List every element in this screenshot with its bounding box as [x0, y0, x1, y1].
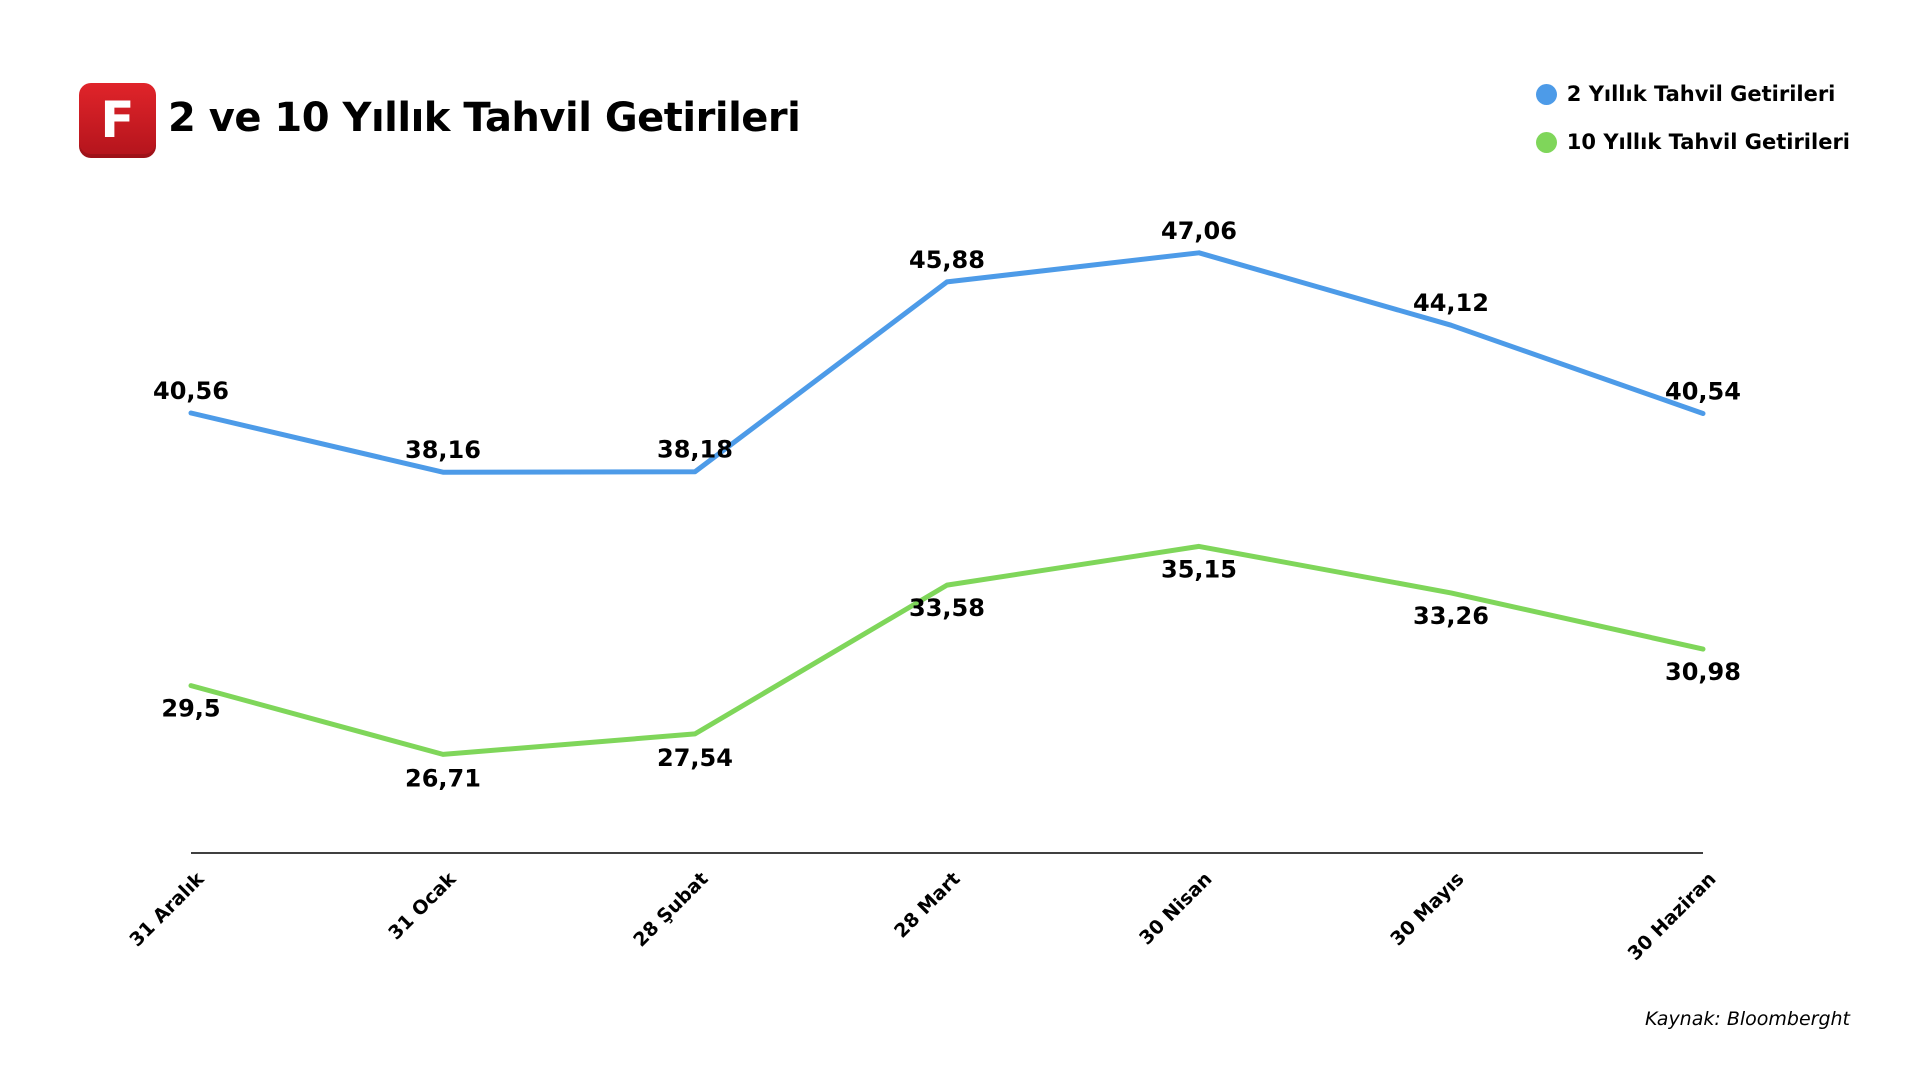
source-note: Kaynak: Bloomberght	[1645, 1008, 1850, 1030]
data-label-10y-4: 35,15	[1161, 555, 1237, 583]
legend-label-2y: 2 Yıllık Tahvil Getirileri	[1566, 82, 1836, 106]
x-tick-label-2: 28 Şubat	[629, 868, 712, 951]
x-tick-label-0: 31 Aralık	[125, 868, 208, 951]
data-label-2y-0: 40,56	[153, 377, 229, 405]
legend-label-10y: 10 Yıllık Tahvil Getirileri	[1566, 130, 1850, 154]
legend-item-10y: 10 Yıllık Tahvil Getirileri	[1535, 128, 1850, 156]
logo-letter: F	[100, 91, 135, 149]
data-label-10y-0: 29,5	[161, 695, 220, 723]
series-line-2y	[188, 250, 1706, 475]
data-label-2y-3: 45,88	[909, 246, 985, 274]
data-label-10y-3: 33,58	[909, 594, 985, 622]
x-tick-label-6: 30 Haziran	[1624, 868, 1721, 965]
x-tick-label-4: 30 Nisan	[1135, 868, 1216, 949]
chart-title: 2 ve 10 Yıllık Tahvil Getirileri	[168, 95, 801, 141]
data-label-2y-5: 44,12	[1413, 289, 1489, 317]
data-label-2y-1: 38,16	[405, 436, 481, 464]
brand-logo: F	[79, 83, 156, 158]
data-label-10y-6: 30,98	[1665, 658, 1741, 686]
legend-dot-2y	[1535, 83, 1557, 105]
x-tick-label-1: 31 Ocak	[384, 868, 461, 945]
legend-dot-10y	[1535, 131, 1557, 153]
data-label-10y-1: 26,71	[405, 764, 481, 792]
data-label-10y-5: 33,26	[1413, 602, 1489, 630]
legend-item-2y: 2 Yıllık Tahvil Getirileri	[1535, 80, 1850, 108]
legend: 2 Yıllık Tahvil Getirileri 10 Yıllık Tah…	[1535, 80, 1850, 176]
data-label-10y-2: 27,54	[657, 744, 733, 772]
data-label-2y-4: 47,06	[1161, 217, 1237, 245]
x-tick-label-3: 28 Mart	[890, 868, 964, 942]
data-label-2y-2: 38,18	[657, 436, 733, 464]
data-label-2y-6: 40,54	[1665, 378, 1741, 406]
x-tick-label-5: 30 Mayıs	[1386, 868, 1468, 950]
series-line-10y	[188, 543, 1706, 757]
